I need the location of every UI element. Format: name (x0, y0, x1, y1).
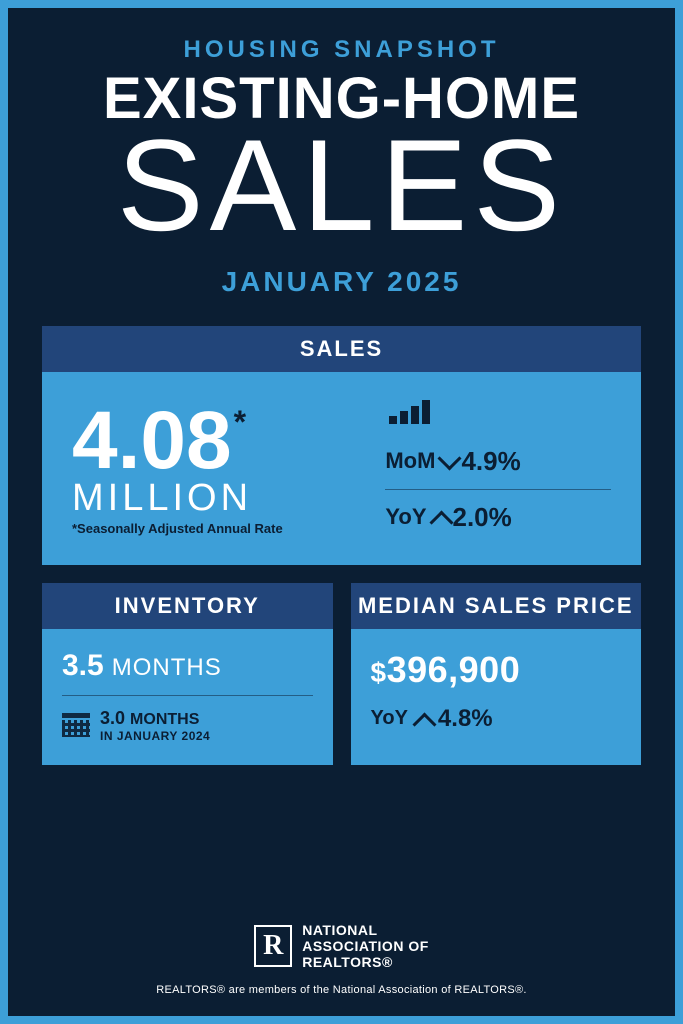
price-panel: MEDIAN SALES PRICE $396,900 YoY 4.8% (351, 583, 642, 765)
price-value: 396,900 (387, 649, 521, 690)
sales-value: 4.08 (72, 395, 232, 486)
logo-row: R NATIONAL ASSOCIATION OF REALTORS® (42, 922, 641, 970)
bar-chart-icon (389, 400, 611, 424)
asterisk: * (234, 404, 246, 440)
mom-label: MoM (385, 448, 435, 474)
calendar-icon (62, 713, 90, 737)
yoy-row: YoY 2.0% (385, 494, 611, 541)
mom-row: MoM 4.9% (385, 438, 611, 485)
inventory-panel: INVENTORY 3.5 MONTHS 3.0 MONTHS IN JANUA… (42, 583, 333, 765)
inventory-prior-period: IN JANUARY 2024 (100, 729, 210, 743)
price-value-row: $396,900 (371, 649, 622, 691)
org-l2: ASSOCIATION OF (302, 938, 429, 954)
org-l3: REALTORS® (302, 954, 429, 970)
price-yoy-row: YoY 4.8% (371, 705, 622, 733)
sales-main-stat: 4.08* MILLION *Seasonally Adjusted Annua… (72, 404, 365, 537)
inventory-unit: MONTHS (112, 654, 222, 682)
currency-symbol: $ (371, 657, 387, 688)
header: HOUSING SNAPSHOT EXISTING-HOME SALES JAN… (42, 36, 641, 326)
price-header: MEDIAN SALES PRICE (351, 583, 642, 629)
realtor-logo-icon: R (254, 925, 292, 967)
sales-metrics: MoM 4.9% YoY 2.0% (385, 400, 611, 541)
footer: R NATIONAL ASSOCIATION OF REALTORS® REAL… (42, 900, 641, 996)
price-yoy-value: 4.8% (438, 705, 493, 733)
price-body: $396,900 YoY 4.8% (351, 629, 642, 755)
sales-unit: MILLION (72, 479, 365, 517)
chevron-down-icon (441, 454, 455, 468)
infographic-page: HOUSING SNAPSHOT EXISTING-HOME SALES JAN… (8, 8, 675, 1016)
yoy-label: YoY (385, 504, 426, 530)
sales-header: SALES (42, 326, 641, 372)
yoy-value: 2.0% (453, 502, 512, 533)
inventory-prior-text: 3.0 MONTHS IN JANUARY 2024 (100, 708, 210, 743)
mom-value: 4.9% (461, 446, 520, 477)
divider (62, 695, 313, 696)
chevron-up-icon (433, 510, 447, 524)
sales-panel: SALES 4.08* MILLION *Seasonally Adjusted… (42, 326, 641, 565)
inventory-value: 3.5 (62, 649, 104, 683)
org-name: NATIONAL ASSOCIATION OF REALTORS® (302, 922, 429, 970)
secondary-row: INVENTORY 3.5 MONTHS 3.0 MONTHS IN JANUA… (42, 583, 641, 765)
title-line2: SALES (42, 124, 641, 248)
inventory-body: 3.5 MONTHS 3.0 MONTHS IN JANUARY 2024 (42, 629, 333, 765)
inventory-prior-unit: MONTHS (130, 711, 199, 728)
inventory-current: 3.5 MONTHS (62, 649, 313, 683)
eyebrow: HOUSING SNAPSHOT (42, 36, 641, 64)
price-yoy-label: YoY (371, 707, 408, 730)
inventory-header: INVENTORY (42, 583, 333, 629)
inventory-prior-value: 3.0 (100, 708, 125, 728)
inventory-prior: 3.0 MONTHS IN JANUARY 2024 (62, 708, 313, 743)
disclaimer: REALTORS® are members of the National As… (42, 984, 641, 996)
sales-body: 4.08* MILLION *Seasonally Adjusted Annua… (42, 372, 641, 565)
chevron-up-icon (416, 712, 430, 726)
period: JANUARY 2025 (42, 266, 641, 298)
org-l1: NATIONAL (302, 922, 429, 938)
divider (385, 489, 611, 490)
sales-footnote: *Seasonally Adjusted Annual Rate (72, 521, 365, 536)
